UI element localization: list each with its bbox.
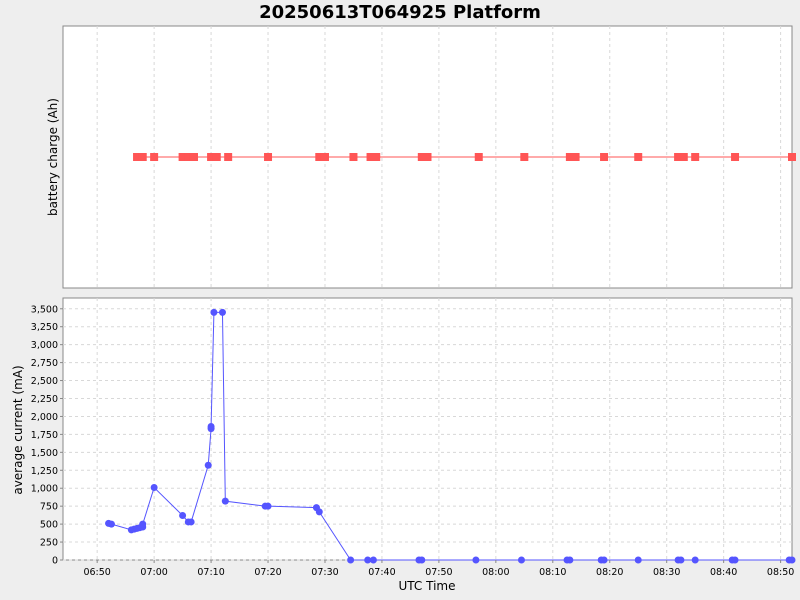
- x-tick-label: 08:00: [482, 567, 509, 578]
- current-point: [364, 556, 372, 564]
- x-axis-label: UTC Time: [399, 579, 456, 593]
- y-tick-label: 2,750: [31, 358, 58, 369]
- current-point: [204, 461, 212, 469]
- battery-point: [133, 153, 142, 161]
- y-tick-label: 3,250: [31, 322, 58, 333]
- battery-point: [315, 153, 324, 161]
- current-point: [472, 556, 480, 564]
- current-y-axis-label: average current (mA): [11, 365, 25, 494]
- battery-point: [349, 153, 358, 161]
- battery-point: [150, 153, 159, 161]
- battery-point: [264, 153, 273, 161]
- x-tick-label: 08:10: [539, 567, 566, 578]
- y-tick-label: 2,250: [31, 394, 58, 405]
- y-tick-label: 500: [40, 520, 58, 531]
- current-point: [210, 308, 218, 316]
- battery-point: [320, 153, 329, 161]
- battery-point: [366, 153, 375, 161]
- current-point: [150, 484, 158, 492]
- y-tick-label: 1,500: [31, 448, 58, 459]
- x-tick-label: 08:20: [596, 567, 623, 578]
- y-tick-label: 1,000: [31, 484, 58, 495]
- battery-point: [600, 153, 609, 161]
- battery-point: [207, 153, 216, 161]
- current-point: [418, 556, 426, 564]
- x-tick-label: 08:50: [767, 567, 794, 578]
- current-plot-area: [62, 297, 793, 561]
- battery-point: [571, 153, 580, 161]
- current-point: [179, 511, 187, 519]
- x-tick-label: 07:50: [425, 567, 452, 578]
- battery-point: [212, 153, 221, 161]
- y-tick-label: 3,500: [31, 304, 58, 315]
- battery-point: [691, 153, 700, 161]
- y-tick-label: 0: [52, 556, 58, 567]
- battery-point: [189, 153, 198, 161]
- battery-point: [520, 153, 529, 161]
- current-point: [517, 556, 525, 564]
- y-tick-label: 750: [40, 502, 58, 513]
- current-point: [218, 308, 226, 316]
- x-tick-label: 06:50: [83, 567, 110, 578]
- y-tick-label: 2,000: [31, 412, 58, 423]
- current-point: [677, 556, 685, 564]
- current-point: [634, 556, 642, 564]
- current-point: [264, 502, 272, 510]
- battery-point: [679, 153, 688, 161]
- battery-point: [634, 153, 643, 161]
- chart-title: 20250613T064925 Platform: [259, 2, 541, 23]
- current-point: [207, 422, 215, 430]
- current-point: [788, 556, 796, 564]
- battery-point: [417, 153, 426, 161]
- battery-charge-panel: battery charge (Ah): [46, 25, 796, 289]
- y-tick-label: 3,000: [31, 340, 58, 351]
- y-tick-label: 1,250: [31, 466, 58, 477]
- y-tick-label: 2,500: [31, 376, 58, 387]
- x-tick-label: 07:20: [254, 567, 281, 578]
- x-tick-label: 08:40: [710, 567, 737, 578]
- x-tick-label: 07:30: [311, 567, 338, 578]
- battery-point: [423, 153, 432, 161]
- y-tick-label: 1,750: [31, 430, 58, 441]
- current-point: [221, 497, 229, 505]
- battery-point: [788, 153, 796, 161]
- battery-point: [184, 153, 193, 161]
- current-point: [107, 520, 115, 528]
- x-tick-label: 08:30: [653, 567, 680, 578]
- battery-y-axis-label: battery charge (Ah): [46, 98, 60, 216]
- current-point: [600, 556, 608, 564]
- battery-point: [731, 153, 740, 161]
- x-tick-label: 07:00: [140, 567, 167, 578]
- battery-point: [565, 153, 574, 161]
- battery-point: [224, 153, 233, 161]
- y-tick-label: 250: [40, 538, 58, 549]
- current-point: [187, 518, 195, 526]
- current-point: [566, 556, 574, 564]
- average-current-panel: 0 250 500 750 1,000 1,250 1,500 1,750 2,000 2,250…: [11, 297, 796, 567]
- battery-point: [674, 153, 683, 161]
- battery-point: [138, 153, 147, 161]
- current-point: [369, 556, 377, 564]
- battery-point: [474, 153, 483, 161]
- current-point: [315, 508, 323, 516]
- current-point: [139, 520, 147, 528]
- battery-point: [178, 153, 187, 161]
- current-point: [347, 556, 355, 564]
- current-point: [731, 556, 739, 564]
- battery-point: [372, 153, 381, 161]
- x-tick-label: 07:10: [197, 567, 224, 578]
- x-tick-label: 07:40: [368, 567, 395, 578]
- current-point: [691, 556, 699, 564]
